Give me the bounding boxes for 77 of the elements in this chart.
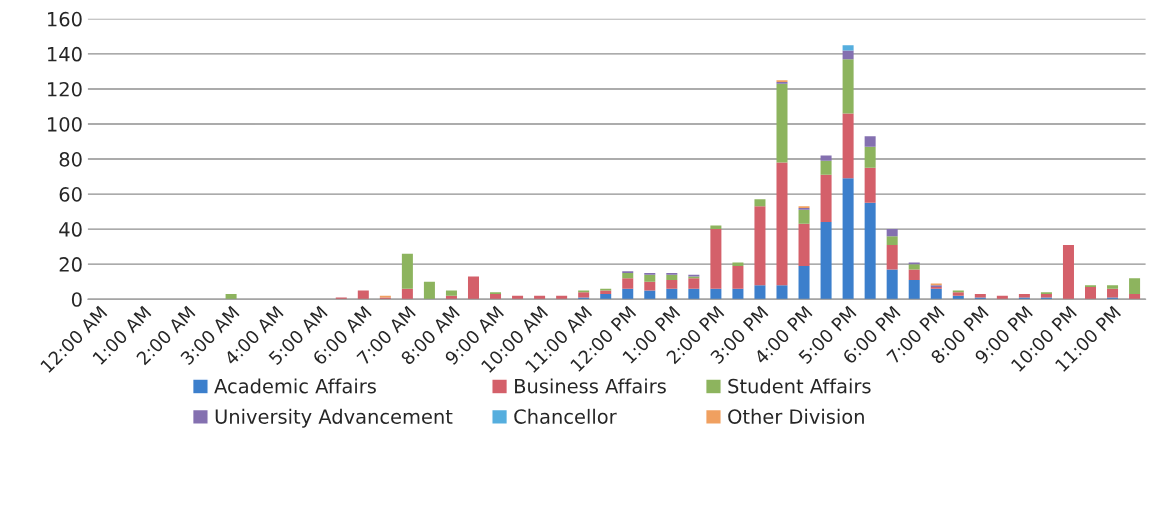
- bar: [732, 265, 744, 289]
- bar: [666, 288, 678, 300]
- bar: [908, 269, 920, 280]
- bar: [710, 229, 722, 289]
- legend-label: Student Affairs: [728, 378, 871, 394]
- y-tick-label: 20: [59, 257, 82, 272]
- bar: [842, 50, 854, 60]
- bar: [776, 162, 788, 286]
- bar: [357, 290, 369, 300]
- bar: [666, 279, 678, 289]
- y-tick-label: 40: [59, 222, 82, 237]
- bar: [1062, 244, 1074, 300]
- bar: [820, 160, 832, 175]
- legend-label: Academic Affairs: [214, 378, 376, 394]
- bar: [1107, 288, 1119, 298]
- bar: [886, 269, 898, 300]
- bar: [842, 59, 854, 114]
- bar: [842, 45, 854, 51]
- bar: [467, 276, 479, 300]
- bar: [644, 274, 656, 282]
- bar: [798, 209, 810, 224]
- bar: [886, 244, 898, 270]
- bar: [1107, 285, 1119, 289]
- bar: [886, 229, 898, 237]
- bar: [622, 288, 634, 300]
- bar: [445, 290, 457, 296]
- bar: [820, 222, 832, 300]
- bar: [798, 265, 810, 300]
- bar: [578, 292, 590, 298]
- bar: [1129, 278, 1141, 294]
- legend-label: Chancellor: [514, 408, 617, 424]
- bar: [842, 178, 854, 300]
- bar: [622, 272, 634, 279]
- bar: [732, 288, 744, 300]
- bar: [798, 223, 810, 266]
- bar: [754, 206, 766, 286]
- y-tick-label: 0: [71, 292, 82, 307]
- y-tick-label: 160: [48, 11, 82, 27]
- bar: [864, 136, 876, 147]
- bar: [908, 264, 920, 270]
- y-tick-label: 120: [48, 81, 82, 97]
- bar: [820, 174, 832, 223]
- bar: [688, 288, 700, 300]
- bar: [1129, 293, 1141, 300]
- bar: [622, 278, 634, 289]
- bar: [401, 253, 413, 289]
- bar: [886, 236, 898, 245]
- bar: [908, 279, 920, 300]
- bar: [864, 202, 876, 300]
- bar: [864, 167, 876, 203]
- bar: [644, 281, 656, 291]
- bar: [842, 113, 854, 179]
- bar: [401, 288, 413, 300]
- bar: [930, 288, 942, 300]
- legend-label: University Advancement: [215, 408, 453, 428]
- legend-label: Other Division: [728, 408, 864, 424]
- bar: [732, 262, 744, 266]
- bar: [864, 146, 876, 168]
- bar: [776, 285, 788, 300]
- bar: [225, 293, 237, 300]
- legend-label: Business Affairs: [515, 378, 666, 394]
- bar: [490, 293, 502, 300]
- bar: [666, 274, 678, 280]
- bar: [754, 285, 766, 300]
- bar: [688, 278, 700, 289]
- y-tick-label: 140: [48, 46, 82, 62]
- bar: [754, 199, 766, 207]
- bar: [820, 155, 832, 161]
- y-tick-label: 100: [48, 116, 82, 132]
- y-tick-label: 80: [59, 151, 82, 167]
- bar: [1085, 286, 1097, 300]
- bar: [644, 290, 656, 300]
- y-tick-label: 60: [59, 187, 82, 202]
- bar: [776, 83, 788, 163]
- bar: [710, 288, 722, 300]
- bar: [600, 293, 612, 300]
- bar: [423, 281, 435, 300]
